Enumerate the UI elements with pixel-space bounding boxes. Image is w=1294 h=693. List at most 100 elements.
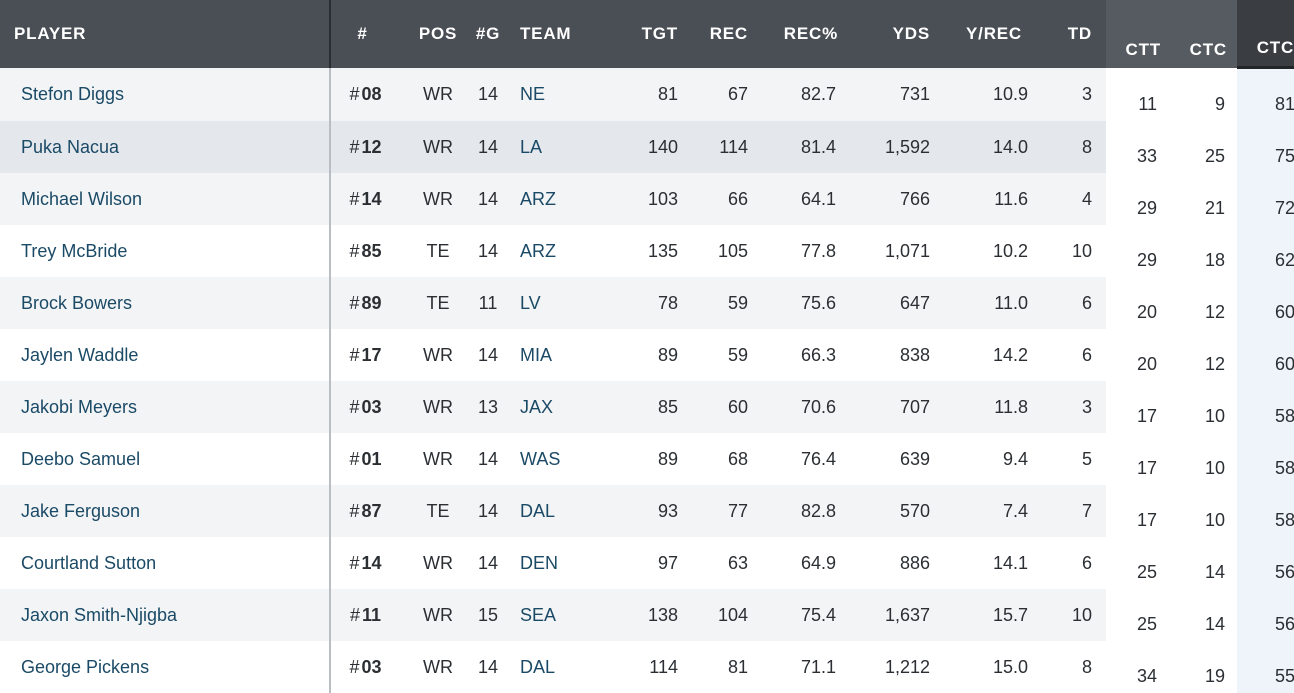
column-header-rec[interactable]: REC <box>682 0 752 68</box>
player-name-link[interactable]: Jaxon Smith-Njigba <box>0 589 330 641</box>
player-name-link[interactable]: Courtland Sutton <box>0 537 330 589</box>
touchdowns-cell: 5 <box>1036 433 1106 485</box>
yards-cell: 1,071 <box>842 225 936 277</box>
column-header-team[interactable]: TEAM <box>514 0 592 68</box>
jersey-number: #12 <box>330 121 400 173</box>
jersey-number: #01 <box>330 433 400 485</box>
yards-cell: 1,212 <box>842 641 936 693</box>
yards-cell: 766 <box>842 173 936 225</box>
ctc-cell: 14 <box>1171 537 1237 589</box>
column-header-ctc[interactable]: CTC <box>1171 0 1237 68</box>
reception-pct-cell: 75.6 <box>752 277 842 329</box>
player-name-link[interactable]: Puka Nacua <box>0 121 330 173</box>
team-link[interactable]: ARZ <box>514 225 592 277</box>
player-name-link[interactable]: Deebo Samuel <box>0 433 330 485</box>
games-cell: 14 <box>462 537 514 589</box>
targets-cell: 103 <box>592 173 682 225</box>
targets-cell: 85 <box>592 381 682 433</box>
team-link[interactable]: DEN <box>514 537 592 589</box>
column-header-y-rec[interactable]: Y/REC <box>936 0 1036 68</box>
column-header-td[interactable]: TD <box>1036 0 1106 68</box>
team-link[interactable]: LA <box>514 121 592 173</box>
jersey-number: #03 <box>330 641 400 693</box>
jersey-number-value: 03 <box>361 657 381 677</box>
ctc-cell: 14 <box>1171 589 1237 641</box>
ctt-cell: 20 <box>1106 329 1171 381</box>
ctc-pct-cell: 55.9 <box>1237 641 1294 693</box>
table-row: George Pickens #03 WR 14 DAL 114 81 71.1… <box>0 641 1294 693</box>
targets-cell: 78 <box>592 277 682 329</box>
games-cell: 14 <box>462 173 514 225</box>
touchdowns-cell: 3 <box>1036 381 1106 433</box>
column-header-games[interactable]: #G <box>462 0 514 68</box>
hash-symbol: # <box>349 449 359 469</box>
team-link[interactable]: DAL <box>514 641 592 693</box>
table-row: Stefon Diggs #08 WR 14 NE 81 67 82.7 731… <box>0 68 1294 122</box>
player-name-link[interactable]: Trey McBride <box>0 225 330 277</box>
games-cell: 14 <box>462 433 514 485</box>
player-name-link[interactable]: Brock Bowers <box>0 277 330 329</box>
column-header-ctc-pct[interactable]: CTC% <box>1237 0 1294 68</box>
jersey-number: #87 <box>330 485 400 537</box>
jersey-number-value: 89 <box>361 293 381 313</box>
yards-per-rec-cell: 7.4 <box>936 485 1036 537</box>
column-header-ctt[interactable]: CTT <box>1106 0 1171 68</box>
column-header-tgt[interactable]: TGT <box>592 0 682 68</box>
team-link[interactable]: LV <box>514 277 592 329</box>
player-name-link[interactable]: George Pickens <box>0 641 330 693</box>
touchdowns-cell: 8 <box>1036 121 1106 173</box>
player-name-link[interactable]: Jake Ferguson <box>0 485 330 537</box>
team-link[interactable]: ARZ <box>514 173 592 225</box>
column-header-pos[interactable]: POS <box>400 0 462 68</box>
reception-pct-cell: 71.1 <box>752 641 842 693</box>
player-name-link[interactable]: Jakobi Meyers <box>0 381 330 433</box>
targets-cell: 138 <box>592 589 682 641</box>
ctc-cell: 12 <box>1171 277 1237 329</box>
touchdowns-cell: 10 <box>1036 589 1106 641</box>
team-link[interactable]: WAS <box>514 433 592 485</box>
hash-symbol: # <box>349 241 359 261</box>
ctt-cell: 33 <box>1106 121 1171 173</box>
team-link[interactable]: DAL <box>514 485 592 537</box>
reception-pct-cell: 64.1 <box>752 173 842 225</box>
column-header-yds[interactable]: YDS <box>842 0 936 68</box>
team-link[interactable]: MIA <box>514 329 592 381</box>
table-row: Courtland Sutton #14 WR 14 DEN 97 63 64.… <box>0 537 1294 589</box>
jersey-number: #89 <box>330 277 400 329</box>
position-cell: WR <box>400 329 462 381</box>
jersey-number: #14 <box>330 537 400 589</box>
receptions-cell: 68 <box>682 433 752 485</box>
yards-cell: 731 <box>842 68 936 122</box>
ctc-cell: 12 <box>1171 329 1237 381</box>
jersey-number-value: 08 <box>361 84 381 104</box>
position-cell: TE <box>400 485 462 537</box>
table-row: Jakobi Meyers #03 WR 13 JAX 85 60 70.6 7… <box>0 381 1294 433</box>
targets-cell: 114 <box>592 641 682 693</box>
receptions-cell: 60 <box>682 381 752 433</box>
receptions-cell: 104 <box>682 589 752 641</box>
ctc-pct-cell: 72.4 <box>1237 173 1294 225</box>
ctc-pct-cell: 75.8 <box>1237 121 1294 173</box>
ctc-cell: 18 <box>1171 225 1237 277</box>
hash-symbol: # <box>349 397 359 417</box>
player-name-link[interactable]: Stefon Diggs <box>0 68 330 122</box>
column-header-rec-pct[interactable]: REC% <box>752 0 842 68</box>
column-header-player[interactable]: PLAYER <box>0 0 330 68</box>
games-cell: 13 <box>462 381 514 433</box>
team-link[interactable]: SEA <box>514 589 592 641</box>
player-name-link[interactable]: Michael Wilson <box>0 173 330 225</box>
targets-cell: 89 <box>592 433 682 485</box>
ctc-cell: 10 <box>1171 381 1237 433</box>
column-header-number[interactable]: # <box>330 0 400 68</box>
jersey-number-value: 11 <box>362 605 381 625</box>
hash-symbol: # <box>349 293 359 313</box>
position-cell: WR <box>400 121 462 173</box>
targets-cell: 97 <box>592 537 682 589</box>
ctc-cell: 19 <box>1171 641 1237 693</box>
team-link[interactable]: NE <box>514 68 592 122</box>
reception-pct-cell: 82.7 <box>752 68 842 122</box>
jersey-number-value: 03 <box>361 397 381 417</box>
team-link[interactable]: JAX <box>514 381 592 433</box>
player-name-link[interactable]: Jaylen Waddle <box>0 329 330 381</box>
hash-symbol: # <box>349 137 359 157</box>
